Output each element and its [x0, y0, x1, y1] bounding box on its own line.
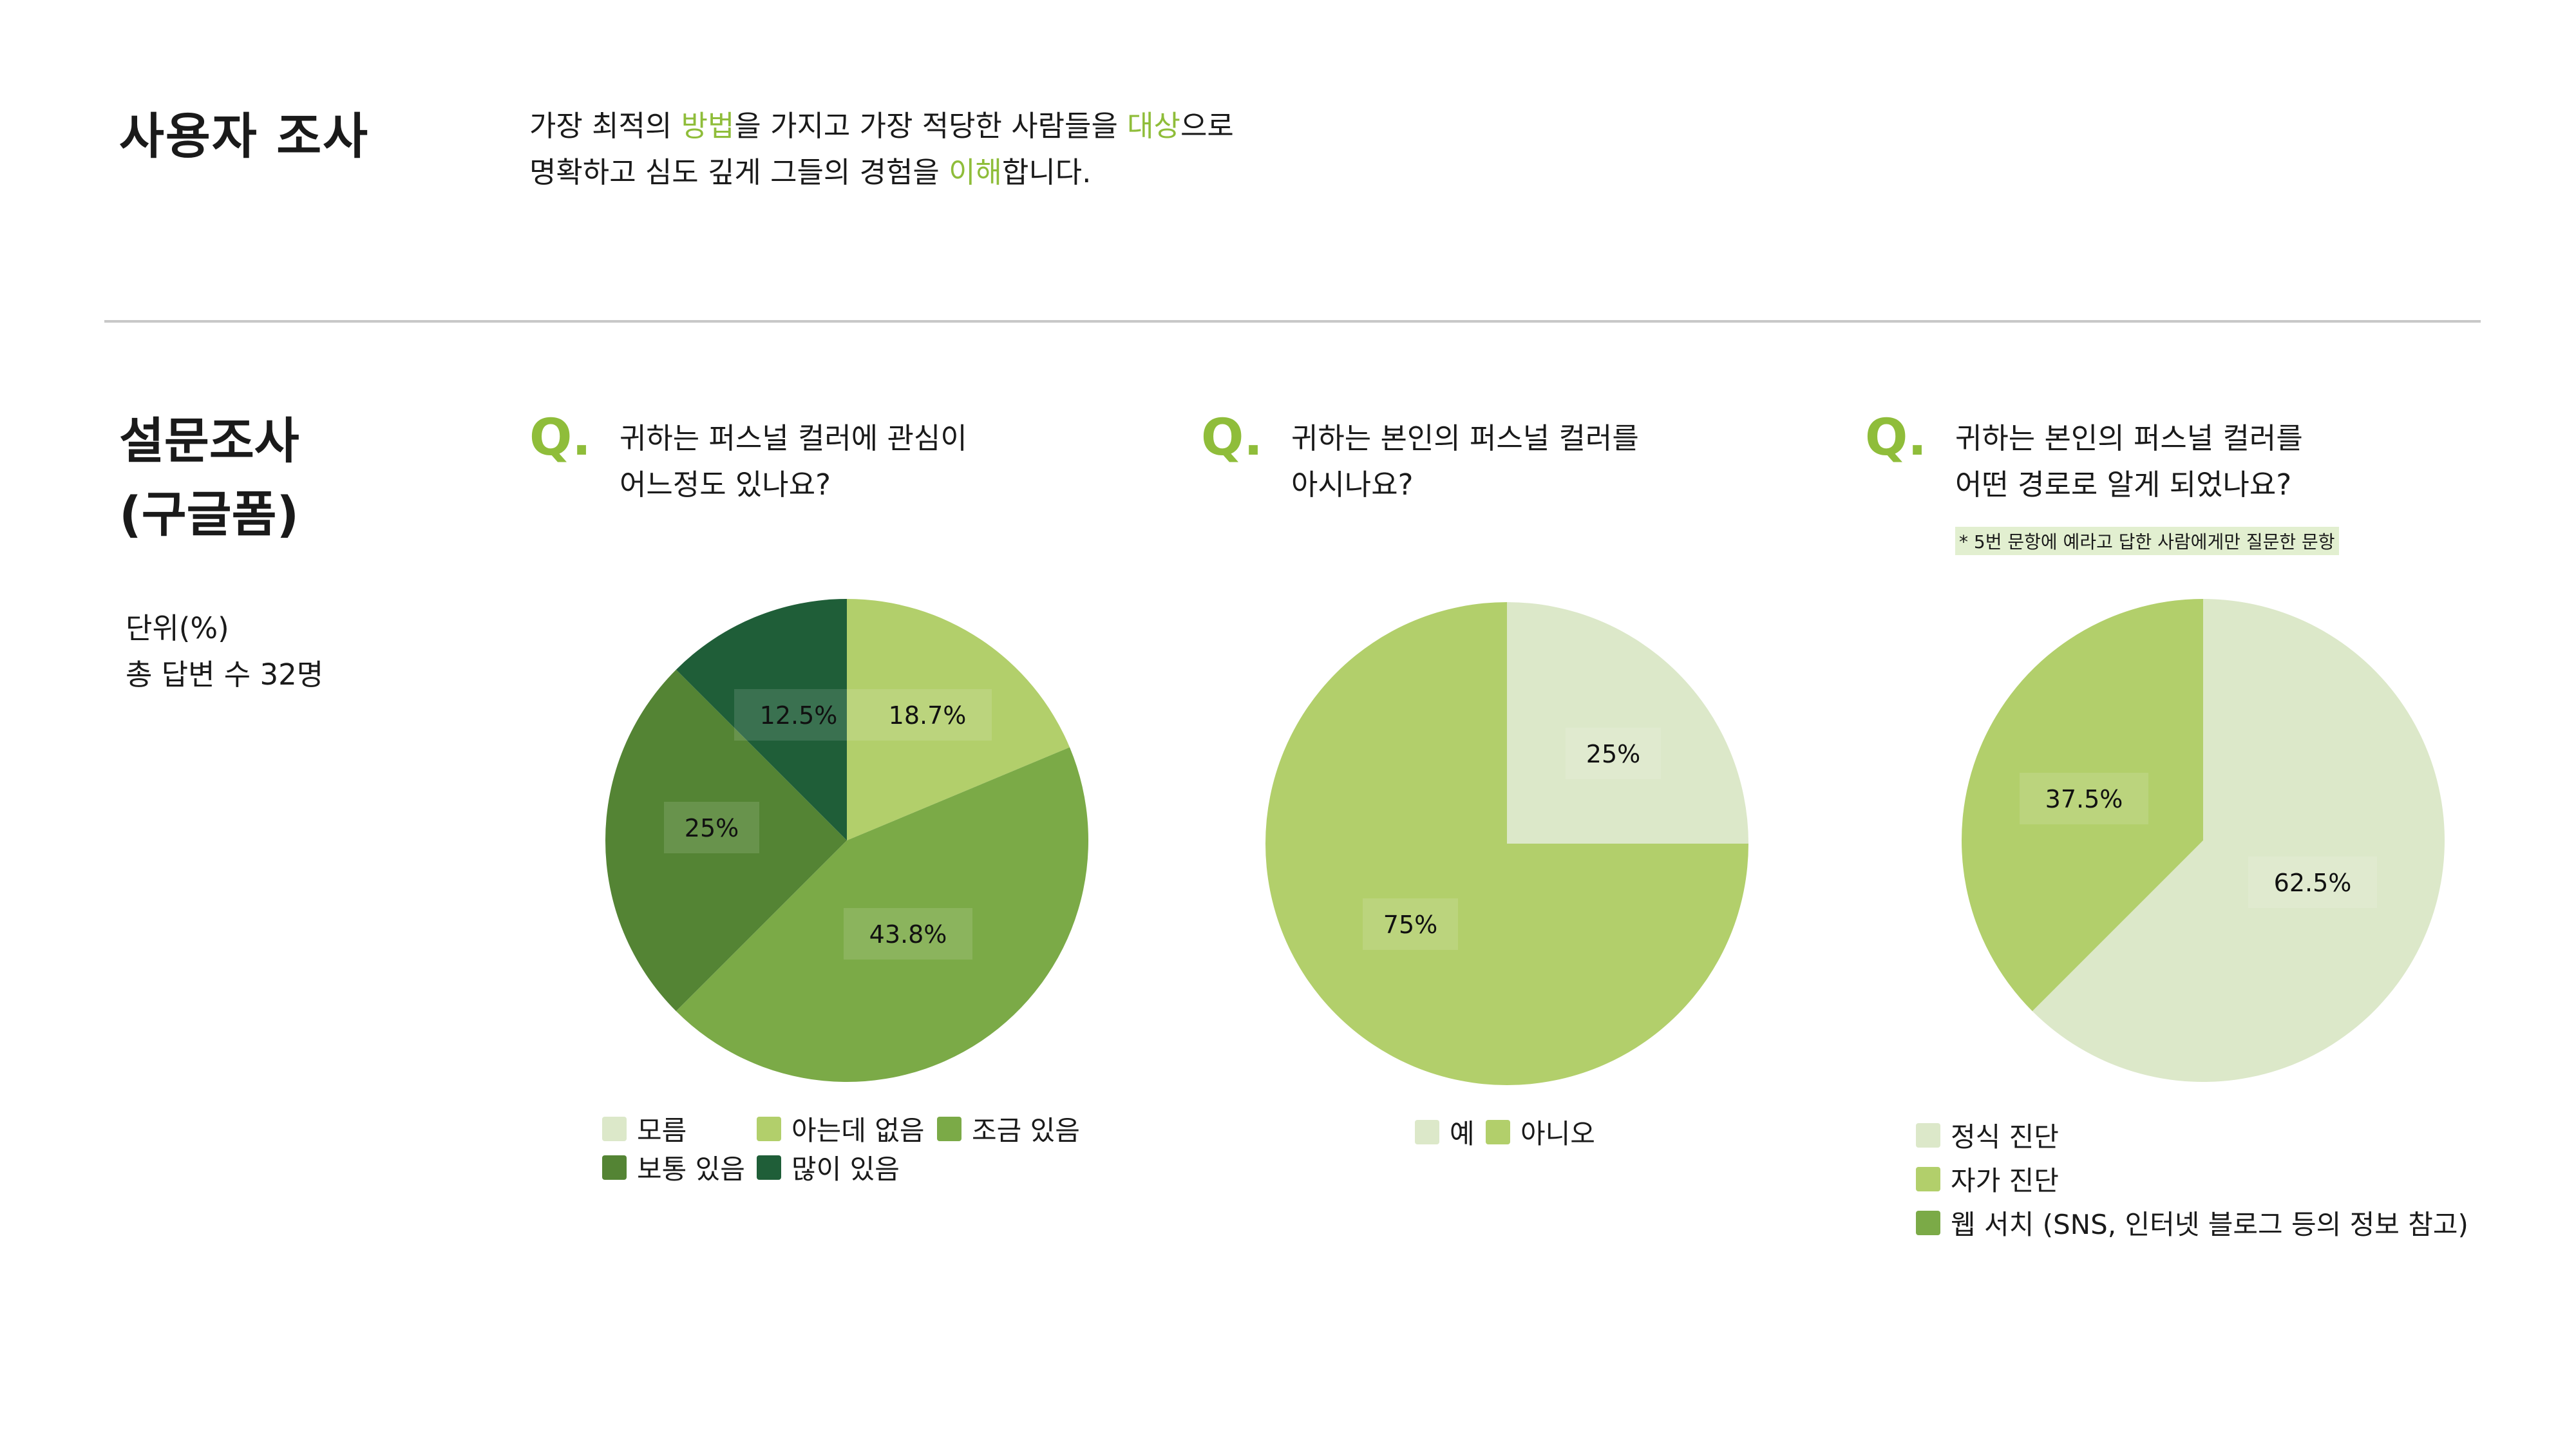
legend-label: 보통 있음 — [637, 1153, 745, 1185]
pie-slice — [605, 669, 847, 1012]
q1-line-1: 귀하는 퍼스널 컬러에 관심이 — [620, 421, 967, 455]
q3-note: * 5번 문항에 예라고 답한 사람에게만 질문한 문항 — [1955, 527, 2339, 555]
pie-chart-route: 62.5% 37.5% — [1962, 599, 2445, 1082]
legend-item: 아니오 — [1486, 1112, 1595, 1151]
pie-slice — [2032, 599, 2445, 1082]
legend-item: 조금 있음 — [937, 1109, 1080, 1148]
intro-seg: 가장 최적의 — [529, 109, 681, 143]
q3-text: 귀하는 본인의 퍼스널 컬러를 어떤 경로로 알게 되었나요? — [1955, 415, 2303, 508]
pie-slice — [1507, 602, 1748, 844]
q2-line-2: 아시나요? — [1291, 468, 1414, 502]
pie-chart-interest: 18.7% 43.8% 25% 12.5% — [605, 599, 1088, 1082]
legend-know: 예 아니오 — [1415, 1112, 1672, 1151]
data-label-box — [1566, 728, 1661, 779]
intro-highlight: 방법 — [681, 109, 735, 143]
data-label: 18.7% — [889, 701, 967, 730]
legend-label: 정식 진단 — [1951, 1121, 2059, 1153]
data-label: 62.5% — [2274, 869, 2352, 897]
legend-item: 예 — [1415, 1112, 1475, 1151]
pie-slice — [676, 599, 847, 840]
data-label: 37.5% — [2045, 785, 2123, 813]
q3-line-2: 어떤 경로로 알게 되었나요? — [1955, 468, 2292, 502]
data-label: 25% — [685, 814, 739, 842]
legend-label: 아는데 없음 — [791, 1115, 925, 1146]
legend-item: 보통 있음 — [602, 1148, 745, 1187]
section-title: 설문조사 (구글폼) — [119, 404, 299, 551]
legend-item: 정식 진단 — [1916, 1115, 2059, 1155]
legend-label: 아니오 — [1520, 1118, 1595, 1150]
data-label-box — [734, 689, 863, 741]
q3-mark: Q. — [1865, 409, 1927, 467]
section-title-line-2: (구글폼) — [119, 486, 299, 543]
survey-meta: 단위(%) 총 답변 수 32명 — [126, 605, 323, 698]
pie-slice — [847, 599, 1070, 840]
legend-label: 조금 있음 — [972, 1115, 1080, 1146]
q2-line-1: 귀하는 본인의 퍼스널 컬러를 — [1291, 421, 1639, 455]
legend-swatch — [1916, 1210, 1940, 1235]
legend-swatch — [1916, 1166, 1940, 1191]
data-label-box — [1363, 898, 1458, 950]
data-label-box — [844, 908, 972, 960]
section-title-line-1: 설문조사 — [119, 412, 299, 469]
page-title: 사용자 조사 — [119, 108, 370, 165]
legend-label: 많이 있음 — [791, 1153, 900, 1185]
section-divider — [104, 320, 2481, 323]
intro-text: 가장 최적의 방법을 가지고 가장 적당한 사람들을 대상으로 명확하고 심도 … — [529, 103, 1234, 196]
intro-seg: 으로 — [1180, 109, 1234, 143]
legend-swatch — [1916, 1122, 1940, 1148]
intro-seg: 명확하고 심도 깊게 그들의 경험을 — [529, 155, 949, 189]
intro-line-1: 가장 최적의 방법을 가지고 가장 적당한 사람들을 대상으로 — [529, 103, 1234, 149]
legend-label: 예 — [1450, 1118, 1475, 1150]
intro-seg: 합니다. — [1001, 155, 1092, 189]
legend-swatch — [602, 1116, 627, 1141]
legend-swatch — [757, 1155, 781, 1180]
legend-item: 모름 — [602, 1109, 687, 1148]
pie-slice — [1962, 599, 2203, 1012]
pie-slice — [1265, 602, 1748, 1085]
data-label-box — [863, 689, 992, 741]
legend-label: 자가 진단 — [1951, 1165, 2059, 1197]
q2-text: 귀하는 본인의 퍼스널 컬러를 아시나요? — [1291, 415, 1639, 508]
unit-label: 단위(%) — [126, 611, 229, 645]
q2-mark: Q. — [1201, 409, 1263, 467]
data-label: 25% — [1586, 740, 1640, 768]
pie-chart-know: 25% 75% — [1265, 602, 1748, 1085]
legend-swatch — [937, 1116, 961, 1141]
legend-item: 웹 서치 (SNS, 인터넷 블로그 등의 정보 참고) — [1916, 1203, 2468, 1242]
data-label: 12.5% — [760, 701, 838, 730]
data-label: 75% — [1383, 911, 1437, 939]
intro-highlight: 대상 — [1127, 109, 1180, 143]
legend-swatch — [602, 1155, 627, 1180]
q1-line-2: 어느정도 있나요? — [620, 468, 831, 502]
pie-slice — [676, 747, 1088, 1082]
legend-label: 웹 서치 (SNS, 인터넷 블로그 등의 정보 참고) — [1951, 1209, 2468, 1240]
intro-highlight: 이해 — [949, 155, 1002, 189]
legend-swatch — [757, 1116, 781, 1141]
intro-line-2: 명확하고 심도 깊게 그들의 경험을 이해합니다. — [529, 149, 1234, 196]
q3-line-1: 귀하는 본인의 퍼스널 컬러를 — [1955, 421, 2303, 455]
q1-text: 귀하는 퍼스널 컬러에 관심이 어느정도 있나요? — [620, 415, 967, 508]
legend-item: 아는데 없음 — [757, 1109, 925, 1148]
data-label-box — [2248, 857, 2377, 908]
data-label-box — [2020, 773, 2148, 824]
data-label-box — [664, 802, 759, 853]
legend-item: 많이 있음 — [757, 1148, 900, 1187]
legend-swatch — [1486, 1119, 1510, 1144]
legend-label: 모름 — [637, 1115, 687, 1146]
intro-seg: 을 가지고 가장 적당한 사람들을 — [734, 109, 1128, 143]
q1-mark: Q. — [529, 409, 591, 467]
legend-item: 자가 진단 — [1916, 1159, 2059, 1198]
data-label: 43.8% — [869, 920, 947, 949]
legend-swatch — [1415, 1119, 1439, 1144]
respondent-count: 총 답변 수 32명 — [126, 658, 324, 692]
